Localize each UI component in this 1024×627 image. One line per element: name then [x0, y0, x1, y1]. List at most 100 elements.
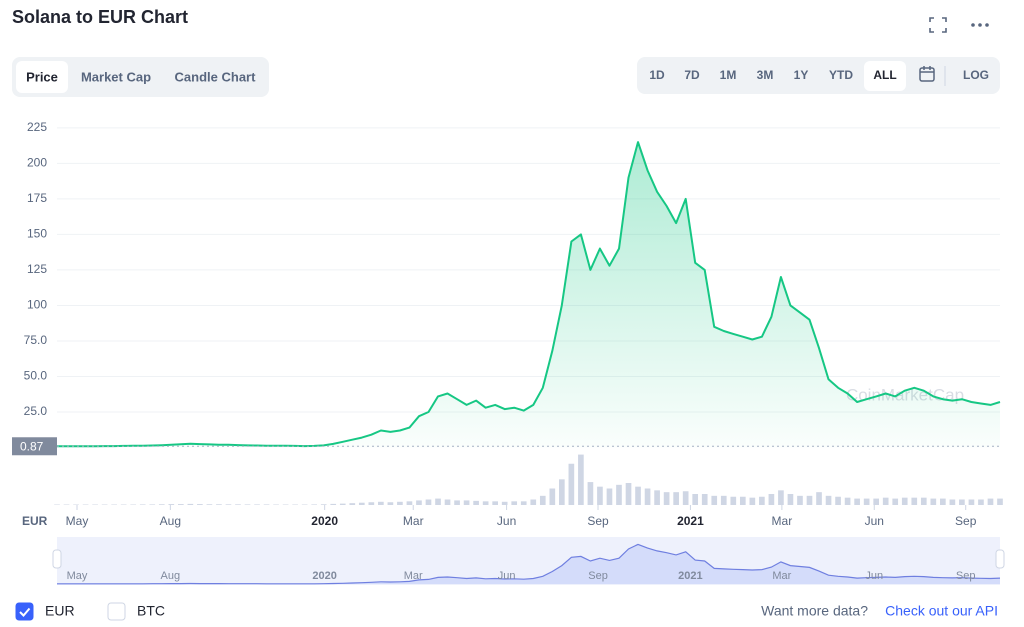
volume-bar — [882, 497, 889, 505]
y-tick-label: 100 — [27, 298, 47, 312]
volume-bar — [806, 495, 813, 505]
volume-bar — [473, 500, 479, 505]
tab-group — [12, 57, 269, 97]
volume-bar — [368, 502, 375, 505]
volume-bar — [863, 498, 870, 505]
volume-bar — [425, 499, 432, 505]
volume-bar — [701, 494, 708, 505]
volume-bar — [387, 502, 394, 505]
volume-bar — [654, 490, 660, 505]
range-button[interactable]: 1M — [720, 68, 737, 82]
volume-bar — [844, 497, 851, 505]
volume-bar — [692, 494, 699, 505]
x-tick-label: Aug — [160, 514, 181, 528]
footer-link[interactable]: Check out our API — [885, 603, 998, 619]
y-tick-label: 125 — [27, 262, 47, 276]
volume-bar — [187, 503, 194, 505]
volume-bar — [682, 491, 689, 505]
x-tick-label: Mar — [772, 514, 793, 528]
legend-checkbox[interactable] — [107, 602, 126, 621]
volume-bar — [587, 482, 594, 505]
volume-bar — [349, 503, 356, 505]
y-tick-label: 50.0 — [24, 369, 48, 383]
volume-bar — [177, 504, 184, 505]
footer-prompt: Want more data? — [761, 603, 868, 619]
navigator-handle[interactable] — [995, 549, 1005, 569]
fullscreen-icon[interactable] — [929, 17, 947, 33]
calendar-icon[interactable] — [919, 66, 935, 82]
legend-label: EUR — [45, 603, 75, 619]
volume-bar — [568, 463, 575, 505]
baseline-label: 0.87 — [20, 439, 44, 453]
navigator-area — [57, 544, 1000, 584]
chart-title: Solana to EUR Chart — [12, 7, 188, 27]
volume-bar — [663, 492, 670, 505]
tab[interactable]: Market Cap — [81, 69, 151, 84]
x-tick-label: Sep — [587, 514, 609, 528]
tab[interactable]: Price — [26, 69, 58, 84]
range-button[interactable]: 7D — [684, 68, 700, 82]
volume-bar — [968, 499, 975, 505]
volume-bar — [149, 504, 156, 505]
volume-bar — [920, 497, 927, 505]
volume-bar — [416, 500, 422, 505]
volume-bar — [225, 504, 232, 505]
range-button[interactable]: 3M — [757, 68, 774, 82]
range-button[interactable]: YTD — [829, 68, 853, 82]
volume-bar — [235, 504, 241, 505]
legend-label: BTC — [137, 603, 165, 619]
currency-label: EUR — [22, 514, 48, 528]
volume-bar — [539, 495, 546, 505]
price-area — [57, 142, 1000, 448]
volume-bar — [711, 495, 718, 505]
volume-bar — [797, 495, 803, 505]
volume-bar — [168, 504, 175, 505]
x-tick-label: 2021 — [677, 514, 704, 528]
range-button[interactable]: 1Y — [794, 68, 809, 82]
volume-bar — [206, 504, 213, 505]
volume-bar — [835, 496, 841, 505]
range-button[interactable]: ALL — [873, 68, 896, 82]
volume-bar — [720, 495, 727, 505]
volume-bar — [501, 501, 508, 505]
more-icon[interactable] — [971, 23, 989, 27]
volume-bar — [749, 497, 756, 505]
volume-bar — [358, 502, 365, 505]
volume-bar — [597, 486, 603, 505]
volume-bar — [778, 490, 784, 505]
y-tick-label: 175 — [27, 191, 47, 205]
y-tick-label: 75.0 — [24, 333, 48, 347]
navigator-tick-label: Aug — [161, 570, 181, 582]
volume-bar — [930, 498, 937, 505]
volume-bar — [311, 504, 318, 505]
tab[interactable]: Candle Chart — [175, 69, 257, 84]
volume-bar — [435, 498, 441, 505]
x-tick-label: May — [66, 514, 89, 528]
y-tick-label: 25.0 — [24, 404, 48, 418]
volume-bar — [406, 501, 413, 505]
volume-bar — [949, 499, 956, 505]
volume-bar — [463, 500, 470, 505]
volume-bar — [549, 488, 556, 505]
volume-bar — [139, 504, 146, 505]
volume-bar — [454, 500, 460, 505]
legend-checkbox[interactable] — [15, 602, 34, 621]
volume-bar — [901, 497, 908, 505]
volume-bar — [520, 501, 527, 505]
navigator-handle[interactable] — [52, 549, 62, 569]
volume-bar — [511, 501, 518, 505]
volume-bar — [616, 484, 622, 505]
navigator-tick-label: May — [67, 570, 88, 582]
navigator-line — [57, 543, 1001, 585]
volume-bar — [873, 498, 880, 505]
navigator-tick-label: Sep — [956, 570, 976, 582]
range-button[interactable]: 1D — [649, 68, 665, 82]
volume-bar — [559, 479, 565, 505]
volume-bar — [978, 499, 984, 505]
volume-bar — [635, 486, 641, 505]
volume-bar — [339, 503, 346, 505]
log-button[interactable]: LOG — [963, 68, 989, 82]
y-tick-label: 200 — [27, 156, 47, 170]
